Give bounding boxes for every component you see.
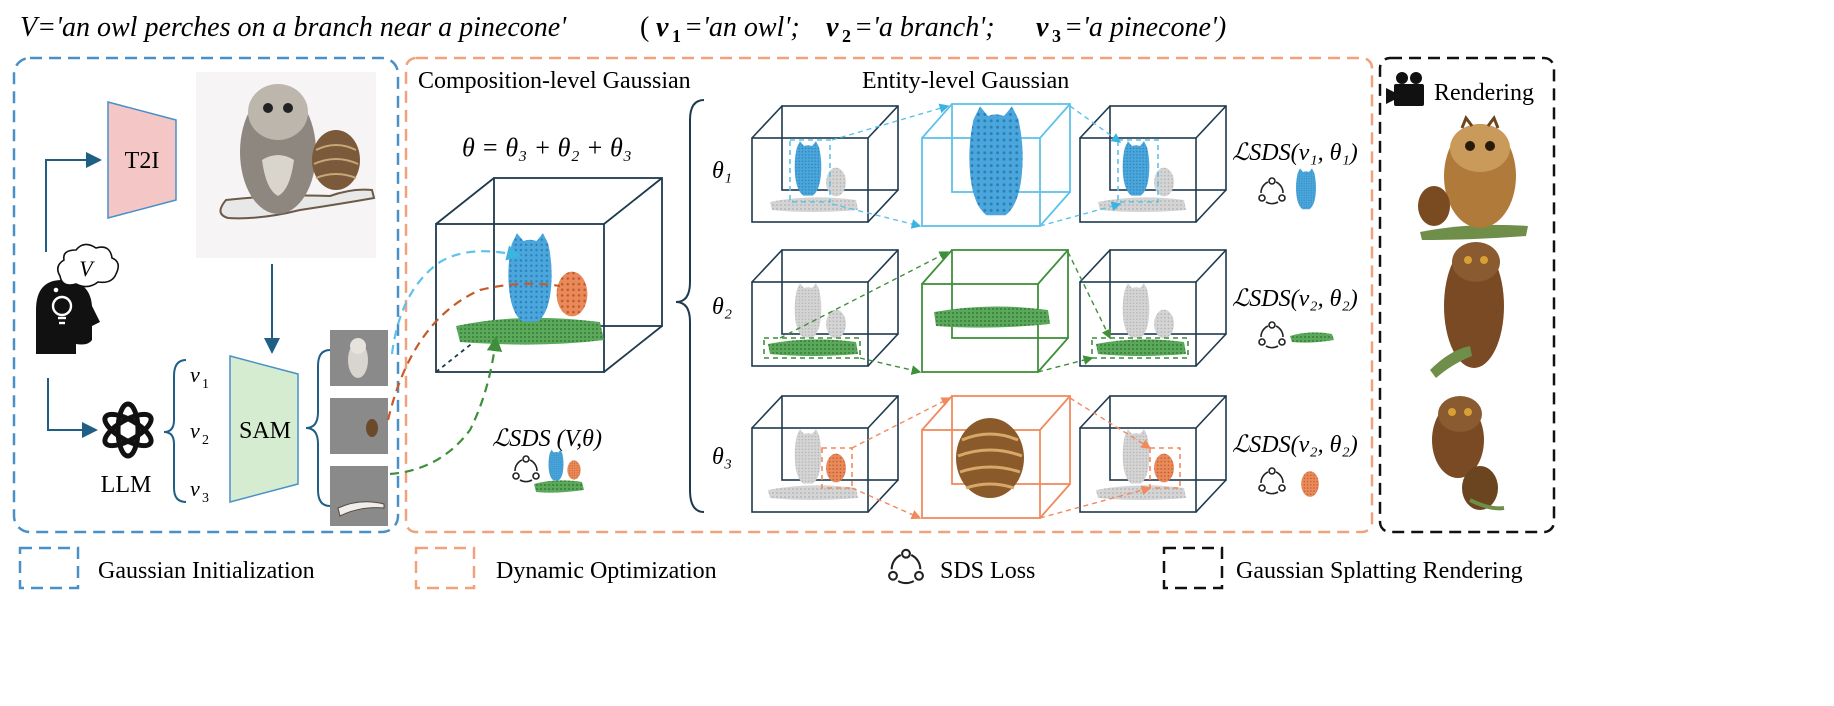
legend: Gaussian Initialization Dynamic Optimiza… xyxy=(18,546,1523,590)
composition-sds-icon xyxy=(512,455,540,483)
svg-text:v: v xyxy=(190,418,200,443)
svg-text:2: 2 xyxy=(842,26,851,46)
svg-text:v: v xyxy=(826,12,839,43)
cloud-label: V xyxy=(79,256,95,281)
v-label-2: v 2 xyxy=(190,418,209,448)
rendered-owl-3 xyxy=(1432,396,1505,511)
camera-icon xyxy=(1386,72,1424,106)
dynamic-panel-border xyxy=(404,56,1374,534)
rendered-owl-1 xyxy=(1418,114,1528,240)
row2-sds-icon xyxy=(1258,321,1286,349)
composition-loss: ℒSDS (V,θ) xyxy=(492,426,602,452)
v-label-1: v 1 xyxy=(190,362,209,392)
entity-section: Entity-level Gaussian θ₁ xyxy=(712,68,1358,520)
rendered-owl-2 xyxy=(1430,242,1504,378)
owl-connector xyxy=(390,245,523,355)
prompt-full: V='an owl perches on a branch near a pin… xyxy=(20,12,567,43)
head-to-t2i-arrow xyxy=(45,152,102,252)
thumbnail-branch xyxy=(330,466,388,526)
theta-2-label: θ₂ xyxy=(712,294,732,320)
llm-brace xyxy=(163,359,187,503)
thumbnail-owl xyxy=(330,330,388,386)
row3-loss: ℒSDS(v₂, θ₂) xyxy=(1232,432,1358,458)
composition-mini-scene xyxy=(534,449,584,493)
svg-text:v: v xyxy=(190,362,200,387)
row2-cube-left xyxy=(751,249,899,367)
svg-text:Gaussian Initialization: Gaussian Initialization xyxy=(98,558,315,584)
sam-label: SAM xyxy=(239,418,291,444)
entity-title: Entity-level Gaussian xyxy=(862,68,1069,94)
legend-dynamic-optimization: Dynamic Optimization xyxy=(414,546,717,590)
row3-sds-icon xyxy=(1258,467,1286,495)
composition-cube xyxy=(435,177,663,373)
prompt-subject-3: v 3 ='a pinecone') xyxy=(1036,12,1226,46)
pinecone-closeup xyxy=(956,418,1024,498)
row1-bbox-left xyxy=(789,139,831,203)
rendering-title: Rendering xyxy=(1434,80,1534,106)
rendering-panel: Rendering xyxy=(1386,72,1534,511)
row1-sds-icon xyxy=(1258,177,1286,205)
llm-label: LLM xyxy=(101,472,152,498)
sam-block xyxy=(229,355,299,503)
svg-text:v: v xyxy=(1036,12,1049,43)
composition-section: Composition-level Gaussian θ = θ₃ + θ₂ +… xyxy=(386,68,691,493)
v-label-3: v 3 xyxy=(190,476,209,506)
svg-text:='a pinecone'): ='a pinecone') xyxy=(1064,12,1226,43)
svg-text:v: v xyxy=(190,476,200,501)
composition-title: Composition-level Gaussian xyxy=(418,68,691,94)
user-head-icon xyxy=(36,280,100,354)
prompt-subject-1: v 1 ='an owl'; xyxy=(656,12,800,46)
entity-row-2: θ₂ xyxy=(712,249,1358,375)
prompt-subject-2: v 2 ='a branch'; xyxy=(826,12,995,46)
llm-logo-icon xyxy=(102,401,154,459)
t2i-block xyxy=(107,101,177,219)
row1-loss: ℒSDS(v₁, θ₁) xyxy=(1232,140,1358,166)
svg-text:Gaussian Splatting Rendering: Gaussian Splatting Rendering xyxy=(1236,558,1523,584)
svg-text:3: 3 xyxy=(202,491,209,506)
init-panel-border xyxy=(12,56,400,534)
entity-row-3: θ₃ xyxy=(712,395,1358,520)
t2i-label: T2I xyxy=(125,148,160,174)
row1-cube-right xyxy=(1079,105,1227,223)
rendering-panel-border xyxy=(1378,56,1556,534)
svg-text:3: 3 xyxy=(1052,26,1061,46)
entity-brace xyxy=(675,99,705,513)
svg-text:='an owl';: ='an owl'; xyxy=(684,12,800,43)
sds-loss-icon xyxy=(888,548,924,585)
svg-text:1: 1 xyxy=(202,377,209,392)
branch-connector xyxy=(389,335,503,476)
legend-gaussian-initialization: Gaussian Initialization xyxy=(18,546,315,590)
svg-text:='a branch';: ='a branch'; xyxy=(854,12,995,43)
svg-text:1: 1 xyxy=(672,26,681,46)
legend-sds-loss: SDS Loss xyxy=(888,548,1035,585)
head-to-llm-arrow xyxy=(47,378,98,438)
composition-scene xyxy=(456,233,604,345)
owl-image xyxy=(196,72,376,258)
composition-equation: θ = θ₃ + θ₂ + θ₃ xyxy=(462,133,632,162)
theta-3-label: θ₃ xyxy=(712,444,732,470)
prompt-line: V='an owl perches on a branch near a pin… xyxy=(20,12,1226,46)
prompt-open-paren: ( xyxy=(640,12,649,43)
svg-text:Dynamic Optimization: Dynamic Optimization xyxy=(496,558,717,584)
theta-1-label: θ₁ xyxy=(712,158,732,184)
entity-row-1: θ₁ xyxy=(712,103,1358,229)
sam-brace xyxy=(305,349,331,507)
svg-text:v: v xyxy=(656,12,669,43)
svg-text:SDS Loss: SDS Loss xyxy=(940,558,1035,584)
init-panel: T2I V xyxy=(36,72,388,526)
legend-gaussian-splatting-rendering: Gaussian Splatting Rendering xyxy=(1162,546,1523,590)
thumbnail-pinecone xyxy=(330,398,388,454)
row2-loss: ℒSDS(v₂, θ₂) xyxy=(1232,286,1358,312)
svg-text:2: 2 xyxy=(202,433,209,448)
thought-cloud-icon: V xyxy=(52,243,120,294)
pinecone-connector xyxy=(386,282,561,421)
